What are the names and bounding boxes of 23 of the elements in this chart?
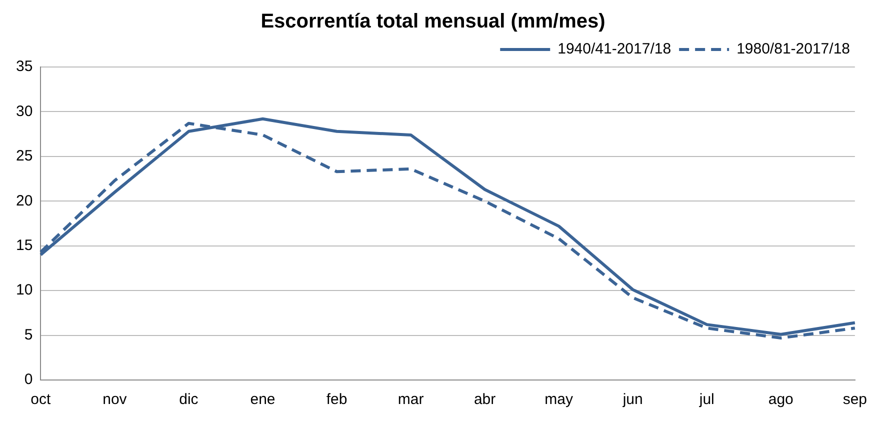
x-tick-label: feb (326, 391, 348, 408)
y-tick-label: 25 (16, 148, 33, 165)
x-tick-label: mar (398, 391, 424, 408)
y-tick-label: 15 (16, 237, 33, 254)
x-tick-label: oct (30, 391, 52, 408)
y-tick-label: 10 (16, 282, 33, 299)
x-tick-label: sep (842, 391, 867, 408)
y-tick-label: 35 (16, 58, 33, 76)
legend-label: 1940/41-2017/18 (558, 40, 672, 58)
y-tick-label: 5 (24, 326, 33, 344)
x-tick-label: nov (102, 391, 128, 408)
x-tick-label: jul (698, 391, 714, 408)
x-tick-label: ago (768, 391, 794, 408)
x-tick-label: dic (179, 391, 199, 408)
y-tick-label: 30 (16, 102, 33, 120)
x-tick-label: jun (622, 391, 643, 408)
legend-label: 1980/81-2017/18 (736, 40, 850, 58)
y-tick-label: 20 (16, 192, 33, 210)
chart-title: Escorrentía total mensual (mm/mes) (260, 10, 606, 33)
x-tick-label: abr (474, 391, 496, 408)
y-tick-label: 0 (24, 371, 33, 388)
x-tick-label: ene (250, 391, 276, 408)
x-tick-label: may (544, 391, 574, 408)
